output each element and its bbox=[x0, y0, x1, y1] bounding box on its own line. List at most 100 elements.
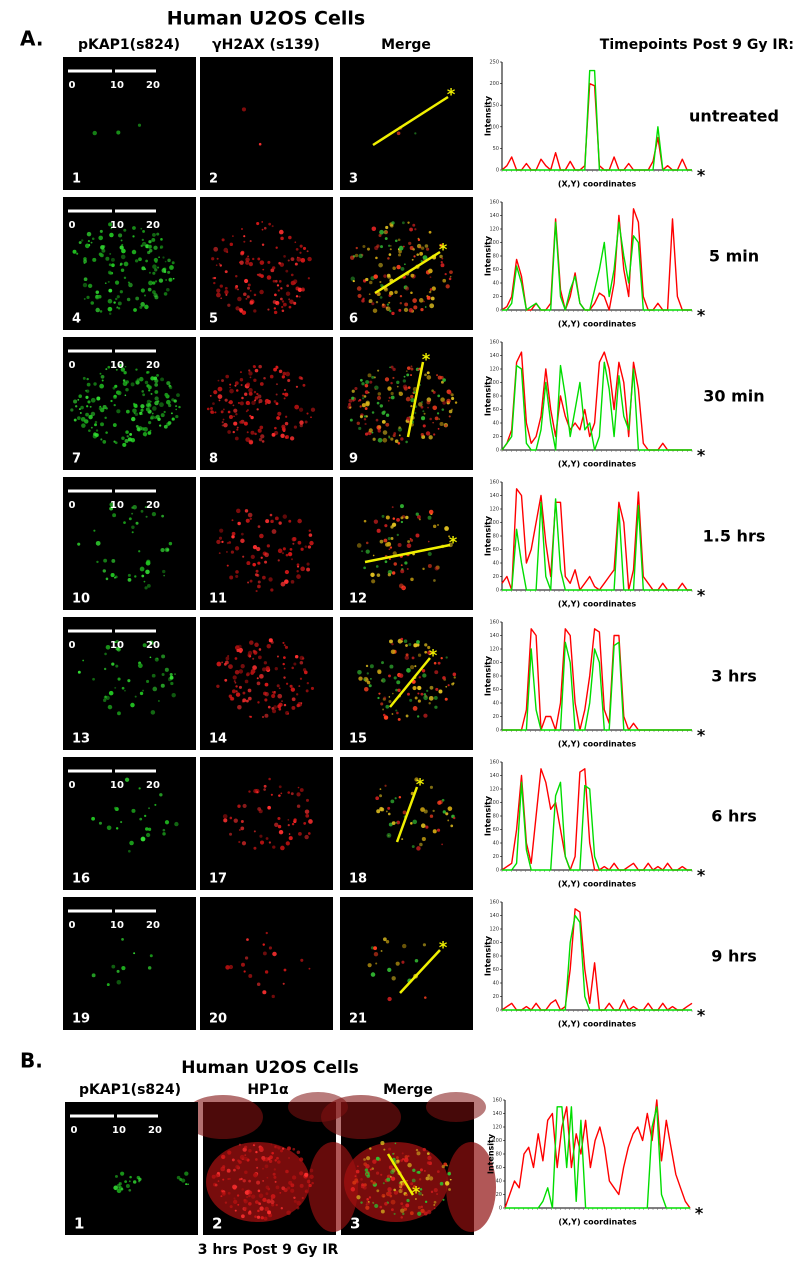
focus bbox=[387, 1187, 392, 1192]
y-tick-label: 160 bbox=[489, 760, 499, 766]
focus bbox=[387, 1191, 392, 1195]
focus bbox=[388, 1165, 393, 1170]
focus bbox=[87, 240, 90, 243]
focus bbox=[163, 410, 166, 414]
focus bbox=[83, 297, 86, 300]
focus bbox=[154, 259, 158, 263]
focus bbox=[212, 402, 215, 405]
focus bbox=[275, 246, 278, 249]
focus bbox=[284, 645, 289, 649]
focus bbox=[387, 573, 392, 577]
focus bbox=[227, 410, 231, 414]
focus bbox=[224, 398, 228, 402]
focus bbox=[77, 542, 81, 546]
focus bbox=[288, 836, 293, 841]
focus bbox=[169, 265, 174, 270]
focus bbox=[367, 391, 370, 394]
focus bbox=[268, 1159, 273, 1163]
focus bbox=[229, 832, 233, 836]
focus bbox=[372, 1181, 376, 1185]
focus bbox=[154, 396, 159, 401]
focus bbox=[392, 1153, 394, 1155]
focus bbox=[216, 257, 219, 260]
focus bbox=[287, 791, 291, 794]
focus bbox=[406, 416, 411, 421]
focus bbox=[388, 674, 391, 678]
focus bbox=[238, 669, 244, 674]
focus bbox=[306, 250, 309, 253]
y-tick-label: 160 bbox=[489, 480, 499, 486]
focus bbox=[404, 263, 406, 266]
focus bbox=[217, 1180, 220, 1182]
y-tick-label: 120 bbox=[489, 367, 499, 373]
focus bbox=[416, 253, 420, 256]
focus bbox=[433, 579, 436, 582]
focus bbox=[175, 408, 178, 411]
focus bbox=[277, 693, 283, 699]
focus bbox=[380, 1173, 383, 1176]
focus bbox=[423, 809, 428, 814]
focus bbox=[294, 262, 298, 266]
focus bbox=[265, 1192, 269, 1196]
focus bbox=[387, 386, 392, 391]
focus bbox=[120, 820, 123, 824]
focus bbox=[131, 531, 134, 534]
focus bbox=[290, 580, 295, 584]
focus bbox=[233, 1168, 236, 1172]
focus bbox=[415, 533, 420, 538]
y-tick-label: 160 bbox=[492, 1098, 502, 1104]
focus bbox=[277, 816, 281, 821]
focus bbox=[394, 1142, 397, 1145]
focus bbox=[265, 837, 269, 840]
focus bbox=[105, 644, 111, 650]
focus bbox=[142, 643, 147, 648]
focus bbox=[289, 299, 294, 305]
focus bbox=[365, 400, 370, 405]
focus bbox=[432, 421, 435, 424]
focus bbox=[356, 421, 360, 425]
focus bbox=[379, 229, 384, 235]
focus bbox=[390, 799, 395, 804]
focus bbox=[140, 408, 144, 412]
focus bbox=[234, 657, 238, 660]
focus bbox=[403, 1207, 408, 1211]
focus bbox=[235, 685, 238, 688]
focus bbox=[387, 399, 390, 402]
focus bbox=[291, 666, 294, 670]
focus bbox=[248, 790, 251, 793]
focus bbox=[247, 696, 252, 701]
focus bbox=[288, 519, 292, 523]
line-end-marker: * bbox=[439, 240, 448, 259]
focus bbox=[126, 435, 129, 438]
focus bbox=[414, 132, 417, 135]
focus bbox=[296, 693, 299, 696]
line-end-marker: * bbox=[416, 775, 425, 794]
focus bbox=[307, 832, 311, 835]
focus bbox=[390, 525, 394, 529]
focus bbox=[271, 1203, 275, 1207]
focus bbox=[234, 436, 239, 441]
focus bbox=[407, 386, 411, 389]
focus bbox=[123, 228, 127, 232]
focus bbox=[156, 657, 159, 660]
focus bbox=[299, 660, 304, 665]
focus bbox=[277, 303, 279, 306]
focus bbox=[107, 365, 111, 369]
focus bbox=[229, 696, 234, 701]
focus bbox=[370, 677, 372, 680]
focus bbox=[433, 1200, 437, 1204]
focus bbox=[111, 559, 116, 563]
focus bbox=[264, 398, 270, 404]
focus bbox=[308, 529, 311, 532]
focus bbox=[115, 368, 118, 371]
focus bbox=[124, 1180, 128, 1183]
focus bbox=[427, 406, 429, 409]
focus bbox=[270, 519, 274, 524]
y-tick-label: 160 bbox=[489, 340, 499, 346]
focus bbox=[355, 1169, 360, 1174]
scale-label: 20 bbox=[146, 500, 160, 511]
focus bbox=[379, 1205, 383, 1209]
focus bbox=[406, 1179, 408, 1182]
focus bbox=[146, 679, 150, 683]
focus bbox=[267, 805, 271, 810]
